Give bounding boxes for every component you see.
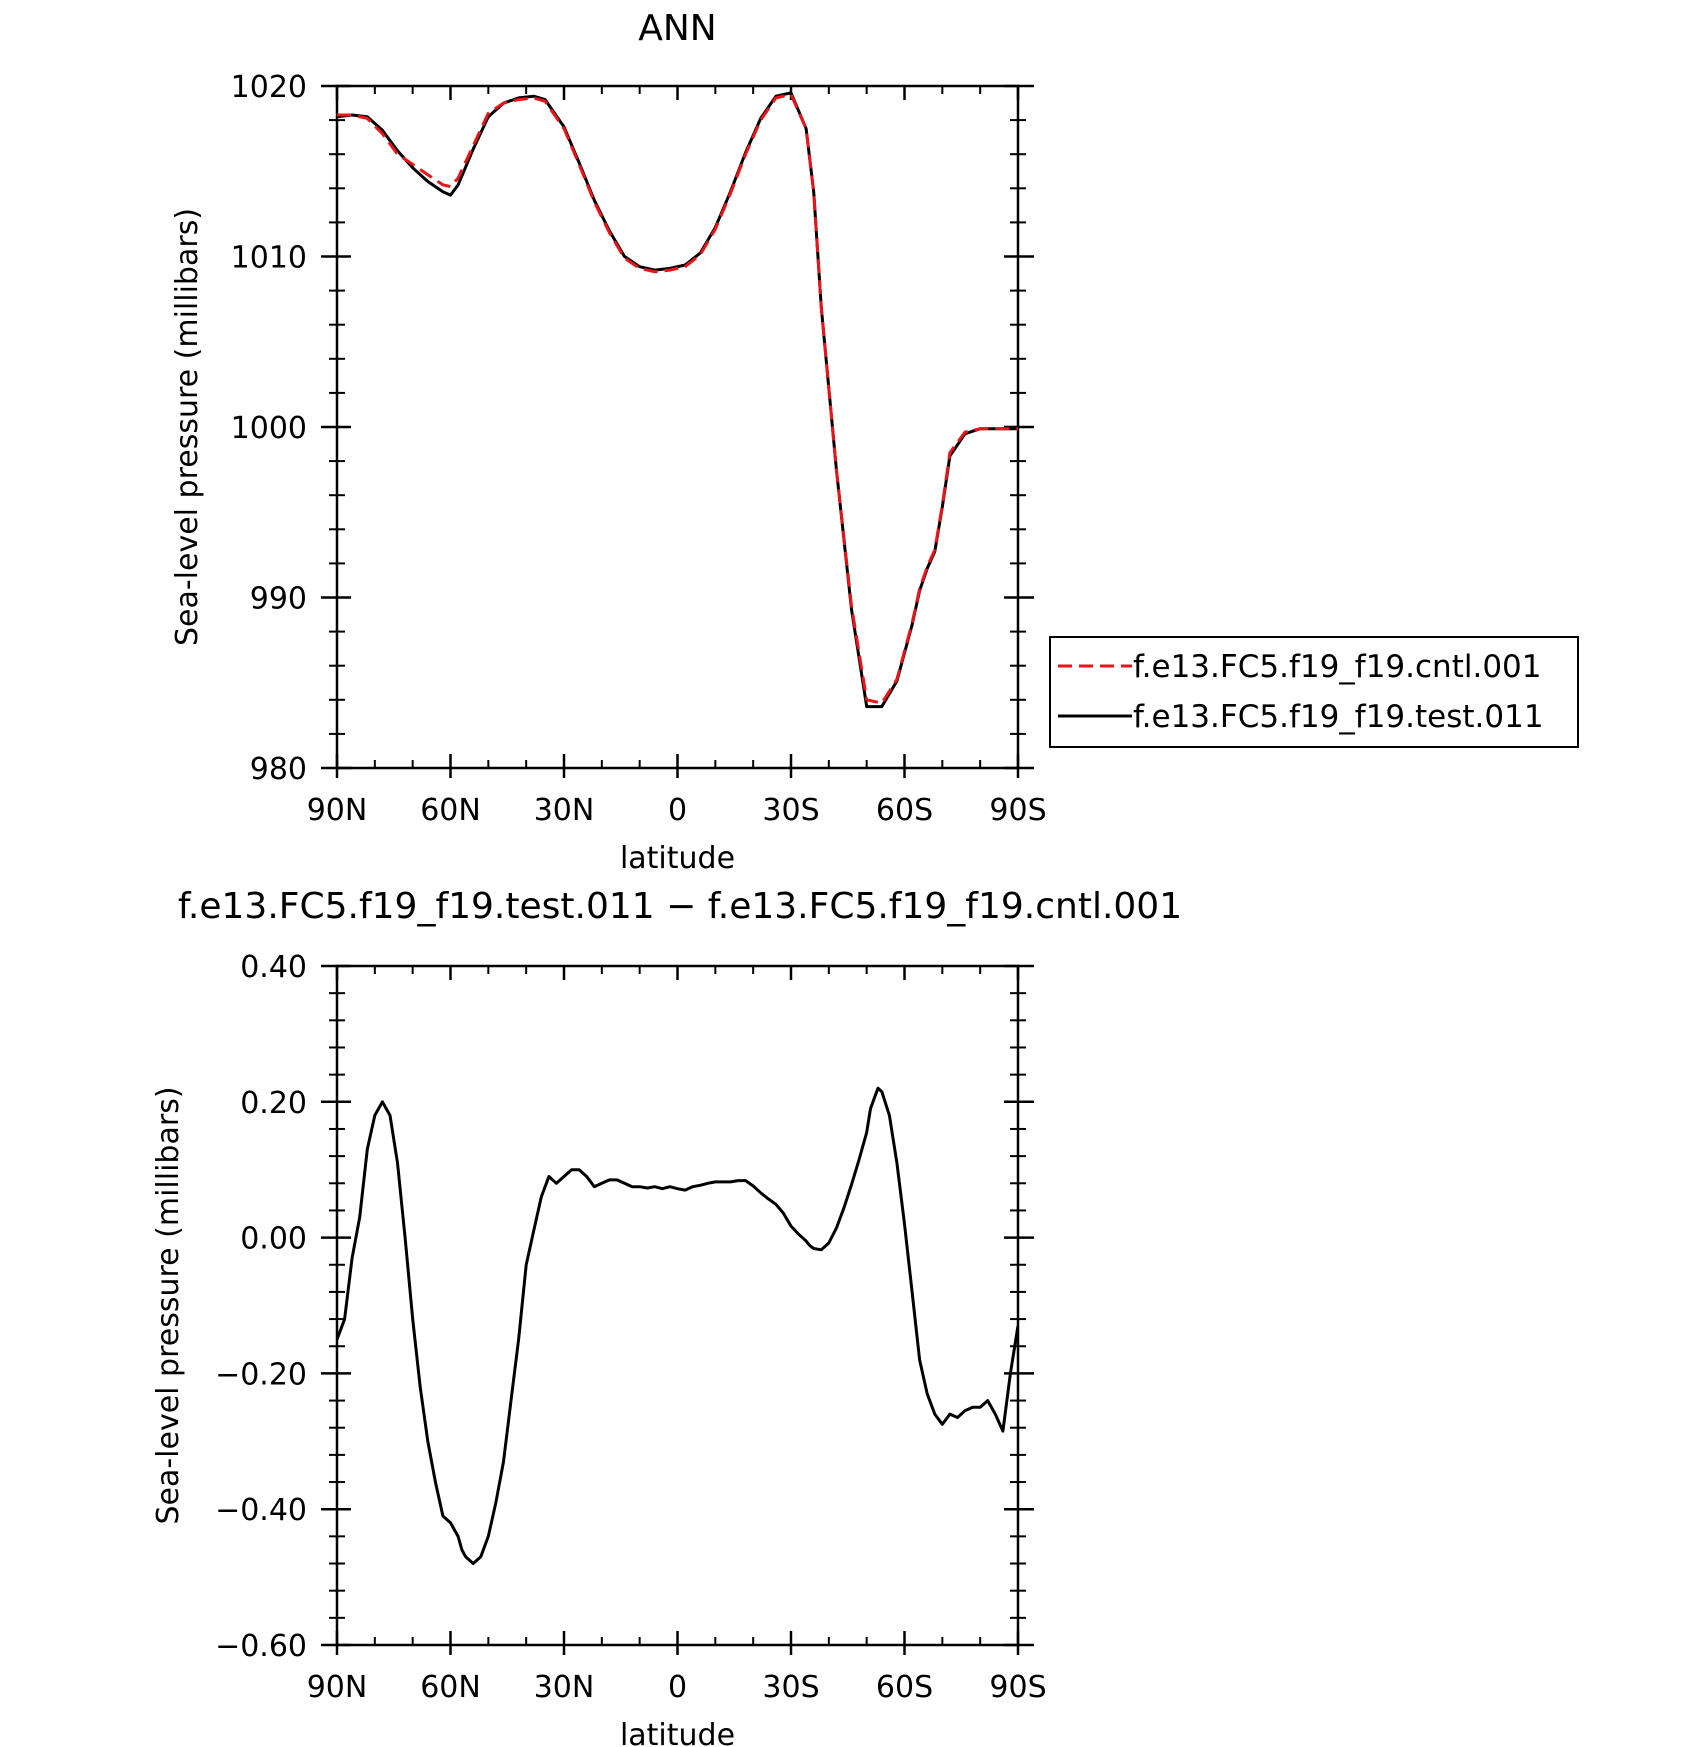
x-tick-label: 30N <box>534 1670 595 1705</box>
legend-label-0: f.e13.FC5.f19_f19.cntl.001 <box>1133 649 1542 685</box>
series-line-0 <box>337 1086 1018 1565</box>
series-line-1 <box>337 91 1018 709</box>
y-axis-label: Sea-level pressure (millibars) <box>151 1086 186 1524</box>
legend: f.e13.FC5.f19_f19.cntl.001 f.e13.FC5.f19_… <box>1049 636 1579 748</box>
x-tick-label: 0 <box>668 793 687 828</box>
x-tick-label: 90S <box>989 793 1046 828</box>
y-tick-label: −0.60 <box>215 1629 307 1664</box>
panel-difference-slp: f.e13.FC5.f19_f19.test.011 − f.e13.FC5.f… <box>151 886 1182 1747</box>
legend-box <box>1049 636 1579 748</box>
y-tick-label: 0.00 <box>240 1222 307 1257</box>
x-tick-label: 60N <box>420 1670 481 1705</box>
y-tick-label: 1010 <box>231 241 307 276</box>
panel-mean-slp: ANN 90N 60N 30N 0 30S 60S 90S 1020 1010 1000 990 980… <box>170 8 1579 876</box>
y-tick-label: 980 <box>250 752 307 787</box>
x-tick-label: 90S <box>989 1670 1046 1705</box>
x-tick-label: 60S <box>876 793 933 828</box>
x-tick-label: 30N <box>534 793 595 828</box>
series-line-0 <box>337 93 1018 705</box>
chart-title: f.e13.FC5.f19_f19.test.011 − f.e13.FC5.f… <box>178 886 1182 927</box>
x-tick-label: 60N <box>420 793 481 828</box>
y-axis-label: Sea-level pressure (millibars) <box>170 208 205 646</box>
x-axis-label: latitude <box>620 841 735 876</box>
x-tick-label: 90N <box>307 793 368 828</box>
plot-frame <box>335 964 1020 1647</box>
y-tick-label: −0.40 <box>215 1493 307 1528</box>
y-tick-label: 0.40 <box>240 950 307 985</box>
chart-title: ANN <box>638 8 717 49</box>
y-tick-label: 990 <box>250 582 307 617</box>
x-tick-label: 30S <box>762 793 819 828</box>
y-tick-label: 1000 <box>231 411 307 446</box>
y-tick-label: 1020 <box>231 70 307 105</box>
x-tick-label: 60S <box>876 1670 933 1705</box>
y-tick-label: −0.20 <box>215 1357 307 1392</box>
x-axis-label: latitude <box>620 1718 735 1747</box>
x-tick-label: 90N <box>307 1670 368 1705</box>
y-tick-label: 0.20 <box>240 1086 307 1121</box>
legend-label-1: f.e13.FC5.f19_f19.test.011 <box>1133 699 1544 735</box>
x-tick-label: 30S <box>762 1670 819 1705</box>
x-tick-label: 0 <box>668 1670 687 1705</box>
